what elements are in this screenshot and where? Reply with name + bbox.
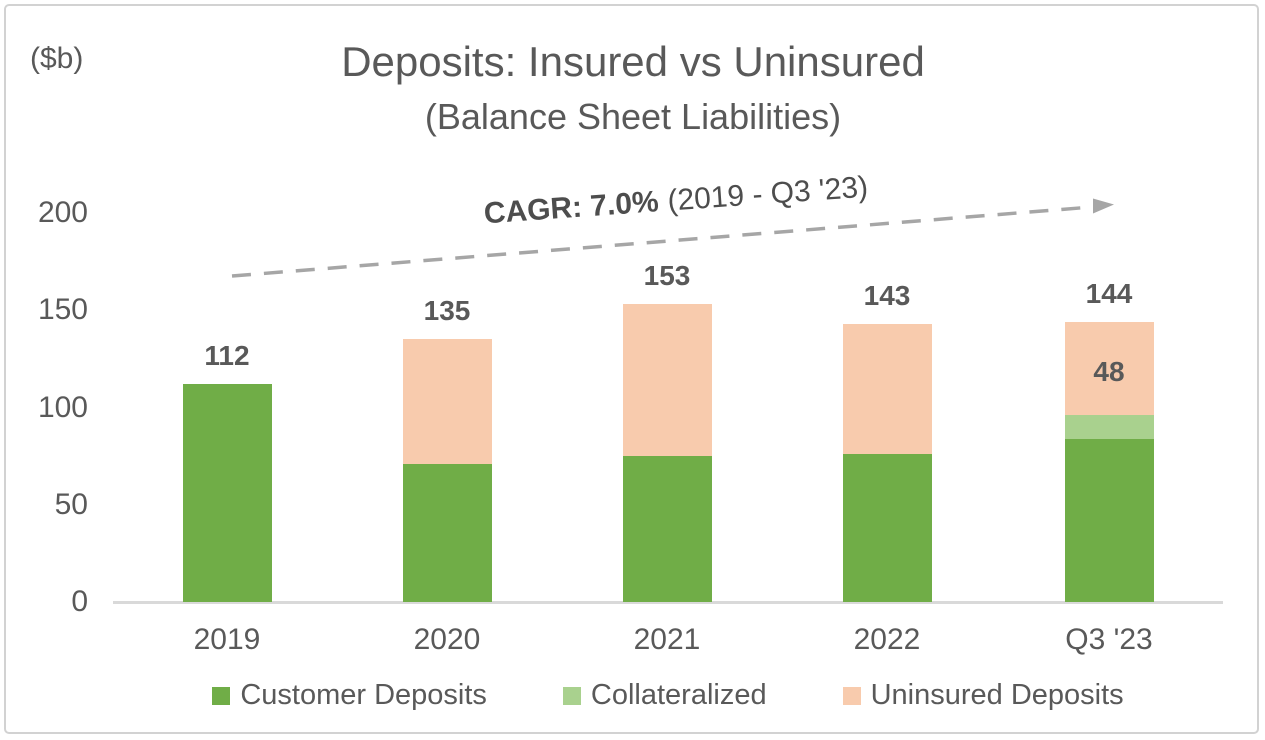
x-axis-tick-label: 2022 (853, 623, 921, 656)
legend-label-uninsured-deposits: Uninsured Deposits (870, 679, 1124, 711)
cagr-annotation-bold: CAGR: 7.0% (482, 185, 660, 231)
bar-total-label: 143 (863, 279, 911, 311)
legend-item-uninsured-deposits: Uninsured Deposits (842, 679, 1124, 712)
chart-title: Deposits: Insured vs Uninsured (341, 38, 925, 85)
legend-swatch-customer-deposits (212, 686, 231, 705)
legend-item-customer-deposits: Customer Deposits (212, 679, 487, 712)
legend-label-customer-deposits: Customer Deposits (240, 679, 487, 711)
x-axis-tick-label: 2021 (633, 623, 701, 656)
bar-segment-customer (402, 463, 492, 602)
legend-swatch-collateralized (562, 686, 581, 705)
cagr-annotation: CAGR: 7.0% (2019 - Q3 '23) (419, 166, 932, 236)
legend-swatch-uninsured-deposits (842, 686, 861, 705)
bar-segment-customer (842, 454, 932, 602)
y-axis-unit-label: ($b) (30, 42, 84, 75)
chart-subtitle: (Balance Sheet Liabilities) (424, 96, 842, 137)
arrowhead-icon (1093, 198, 1114, 214)
y-axis-tick-label: 50 (54, 487, 88, 521)
cagr-annotation-period: (2019 - Q3 '23) (666, 170, 870, 218)
bar-total-label: 153 (643, 260, 691, 292)
bar-segment-customer (1064, 438, 1154, 602)
segment-value-label: 48 (1093, 355, 1125, 387)
legend: Customer Deposits Collateralized Uninsur… (113, 679, 1223, 712)
x-axis-tick-label: 2020 (413, 623, 481, 656)
y-axis-tick-label: 0 (71, 585, 88, 618)
y-axis-tick-label: 150 (37, 293, 88, 327)
legend-label-collateralized: Collateralized (590, 679, 767, 711)
x-axis-line (113, 601, 1223, 604)
bar-total-label: 135 (423, 295, 471, 327)
y-axis-tick-label: 100 (37, 390, 88, 424)
y-axis-tick-label: 200 (37, 196, 88, 229)
x-axis-tick-label: Q3 '23 (1065, 623, 1153, 656)
bar-segment-collateralized (1064, 415, 1154, 439)
bar-total-label: 112 (204, 340, 250, 372)
legend-item-collateralized: Collateralized (562, 679, 767, 712)
bar-segment-uninsured (622, 304, 712, 457)
bar-segment-uninsured (1064, 321, 1154, 416)
x-axis-tick-label: 2019 (193, 623, 261, 656)
bar-segment-uninsured (402, 339, 492, 464)
bar-segment-customer (622, 456, 712, 602)
bar-segment-customer (182, 384, 272, 602)
bar-total-label: 144 (1085, 277, 1133, 309)
bar-segment-uninsured (842, 323, 932, 455)
